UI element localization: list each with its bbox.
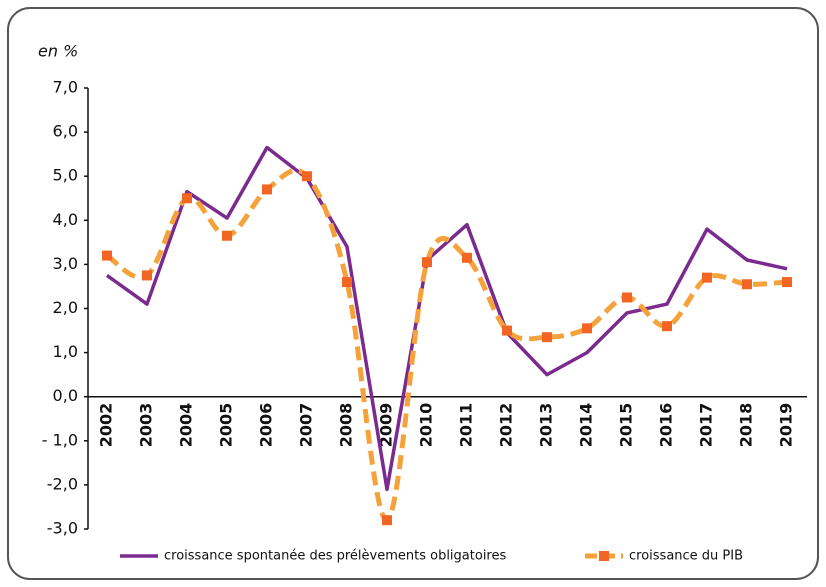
- marker: [542, 332, 552, 343]
- x-tick-label: 2015: [617, 403, 636, 448]
- y-tick-label: 2,0: [53, 298, 78, 317]
- x-tick-label: 2019: [777, 403, 796, 448]
- marker: [582, 323, 592, 334]
- x-tick-label: 2014: [577, 403, 596, 448]
- marker: [702, 272, 712, 283]
- marker: [502, 325, 512, 336]
- card: [7, 7, 819, 580]
- x-tick-label: 2013: [537, 403, 556, 448]
- marker: [102, 250, 112, 261]
- y-tick-label: 6,0: [53, 122, 78, 141]
- y-tick-label: 5,0: [53, 166, 78, 185]
- marker: [342, 277, 352, 288]
- y-tick-label: 7,0: [53, 78, 78, 97]
- marker: [182, 193, 192, 204]
- legend-label: croissance du PIB: [629, 549, 743, 564]
- marker: [302, 171, 312, 182]
- marker: [662, 321, 672, 332]
- x-tick-label: 2007: [297, 403, 316, 448]
- x-tick-label: 2012: [497, 403, 516, 448]
- y-tick-label: 0,0: [53, 386, 78, 405]
- marker: [782, 277, 792, 288]
- x-tick-label: 2009: [377, 403, 396, 448]
- x-tick-label: 2008: [337, 403, 356, 448]
- x-tick-label: 2017: [697, 403, 716, 448]
- y-tick-label: -3,0: [47, 519, 78, 538]
- x-tick-label: 2004: [177, 403, 196, 448]
- x-tick-label: 2010: [417, 403, 436, 448]
- legend-label: croissance spontanée des prélèvements ob…: [164, 549, 506, 564]
- legend-marker: [599, 551, 609, 561]
- marker: [382, 515, 392, 526]
- y-tick-label: 3,0: [53, 254, 78, 273]
- y-tick-label: -2,0: [47, 474, 78, 493]
- y-axis-label: en %: [38, 42, 78, 61]
- series-line: [105, 145, 788, 492]
- x-tick-label: 2006: [257, 403, 276, 448]
- x-tick-label: 2002: [97, 403, 116, 448]
- y-tick-label: 1,0: [53, 342, 78, 361]
- y-tick-label: - 1,0: [42, 430, 78, 449]
- x-tick-label: 2018: [737, 403, 756, 448]
- x-tick-label: 2003: [137, 403, 156, 448]
- x-tick-label: 2016: [657, 403, 676, 448]
- x-tick-label: 2011: [457, 403, 476, 448]
- marker: [742, 279, 752, 290]
- marker: [422, 257, 432, 268]
- marker: [142, 270, 152, 281]
- marker: [262, 184, 272, 195]
- marker: [222, 230, 232, 241]
- marker: [622, 292, 632, 303]
- marker: [462, 252, 472, 263]
- x-tick-label: 2005: [217, 403, 236, 448]
- y-tick-label: 4,0: [53, 210, 78, 229]
